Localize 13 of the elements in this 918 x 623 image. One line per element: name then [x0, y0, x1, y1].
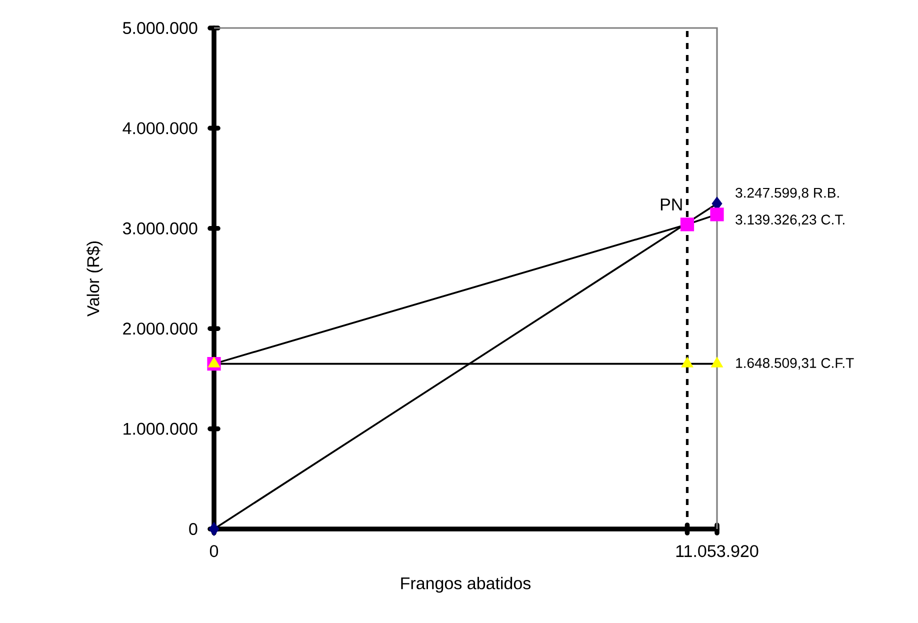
y-tick-label: 1.000.000 [124, 422, 198, 435]
y-tick-label: 3.000.000 [122, 222, 198, 234]
y-tick-label: 2.000.000 [123, 322, 198, 335]
data-label: 1.648.509,31 C.F.T [736, 358, 854, 370]
data-label: 3.139.326,23 C.T. [736, 214, 844, 226]
y-tick-label: 4.000.000 [122, 122, 198, 134]
y-tick-label: 5.000.000 [122, 22, 198, 34]
ref-line-label: PN [660, 198, 682, 210]
data-label: 3.247.599,8 R.B. [736, 188, 839, 200]
y-axis-title: Valor (R$) [86, 241, 103, 317]
y-tick-label: 0 [189, 522, 198, 536]
x-tick-label: 11.053.920 [676, 545, 758, 558]
x-axis-title: Frangos abatidos [401, 576, 531, 593]
